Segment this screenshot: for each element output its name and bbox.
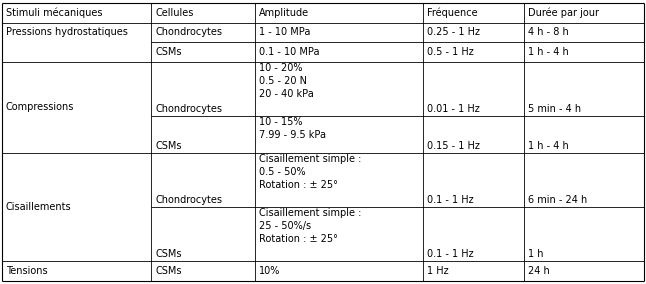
Text: 10 - 20%
0.5 - 20 N
20 - 40 kPa: 10 - 20% 0.5 - 20 N 20 - 40 kPa [259, 63, 314, 99]
Text: Cisaillement simple :
25 - 50%/s
Rotation : ± 25°: Cisaillement simple : 25 - 50%/s Rotatio… [259, 208, 362, 244]
Text: 5 min - 4 h: 5 min - 4 h [528, 104, 581, 114]
Text: Amplitude: Amplitude [259, 8, 309, 18]
Text: 10%: 10% [259, 266, 280, 276]
Text: 0.15 - 1 Hz: 0.15 - 1 Hz [427, 141, 480, 151]
Text: 1 h - 4 h: 1 h - 4 h [528, 141, 569, 151]
Text: Durée par jour: Durée par jour [528, 8, 599, 18]
Text: 24 h: 24 h [528, 266, 550, 276]
Text: Chondrocytes: Chondrocytes [155, 28, 222, 37]
Text: CSMs: CSMs [155, 47, 182, 57]
Text: 1 h - 4 h: 1 h - 4 h [528, 47, 569, 57]
Text: 0.5 - 1 Hz: 0.5 - 1 Hz [427, 47, 474, 57]
Text: Cisaillement simple :
0.5 - 50%
Rotation : ± 25°: Cisaillement simple : 0.5 - 50% Rotation… [259, 154, 362, 190]
Text: 0.1 - 1 Hz: 0.1 - 1 Hz [427, 249, 474, 259]
Text: 4 h - 8 h: 4 h - 8 h [528, 28, 569, 37]
Text: Chondrocytes: Chondrocytes [155, 195, 222, 205]
Text: 1 - 10 MPa: 1 - 10 MPa [259, 28, 311, 37]
Text: Cisaillements: Cisaillements [6, 202, 72, 212]
Text: 6 min - 24 h: 6 min - 24 h [528, 195, 587, 205]
Text: 0.01 - 1 Hz: 0.01 - 1 Hz [427, 104, 479, 114]
Text: 0.1 - 1 Hz: 0.1 - 1 Hz [427, 195, 474, 205]
Text: 1 h: 1 h [528, 249, 544, 259]
Text: Pressions hydrostatiques: Pressions hydrostatiques [6, 28, 128, 37]
Text: Compressions: Compressions [6, 102, 74, 112]
Text: Fréquence: Fréquence [427, 8, 477, 18]
Text: Tensions: Tensions [6, 266, 47, 276]
Text: 1 Hz: 1 Hz [427, 266, 448, 276]
Text: CSMs: CSMs [155, 266, 182, 276]
Text: 0.25 - 1 Hz: 0.25 - 1 Hz [427, 28, 480, 37]
Text: 10 - 15%
7.99 - 9.5 kPa: 10 - 15% 7.99 - 9.5 kPa [259, 117, 326, 140]
Text: Cellules: Cellules [155, 8, 193, 18]
Text: CSMs: CSMs [155, 249, 182, 259]
Text: 0.1 - 10 MPa: 0.1 - 10 MPa [259, 47, 320, 57]
Text: Stimuli mécaniques: Stimuli mécaniques [6, 8, 102, 18]
Text: Chondrocytes: Chondrocytes [155, 104, 222, 114]
Text: CSMs: CSMs [155, 141, 182, 151]
